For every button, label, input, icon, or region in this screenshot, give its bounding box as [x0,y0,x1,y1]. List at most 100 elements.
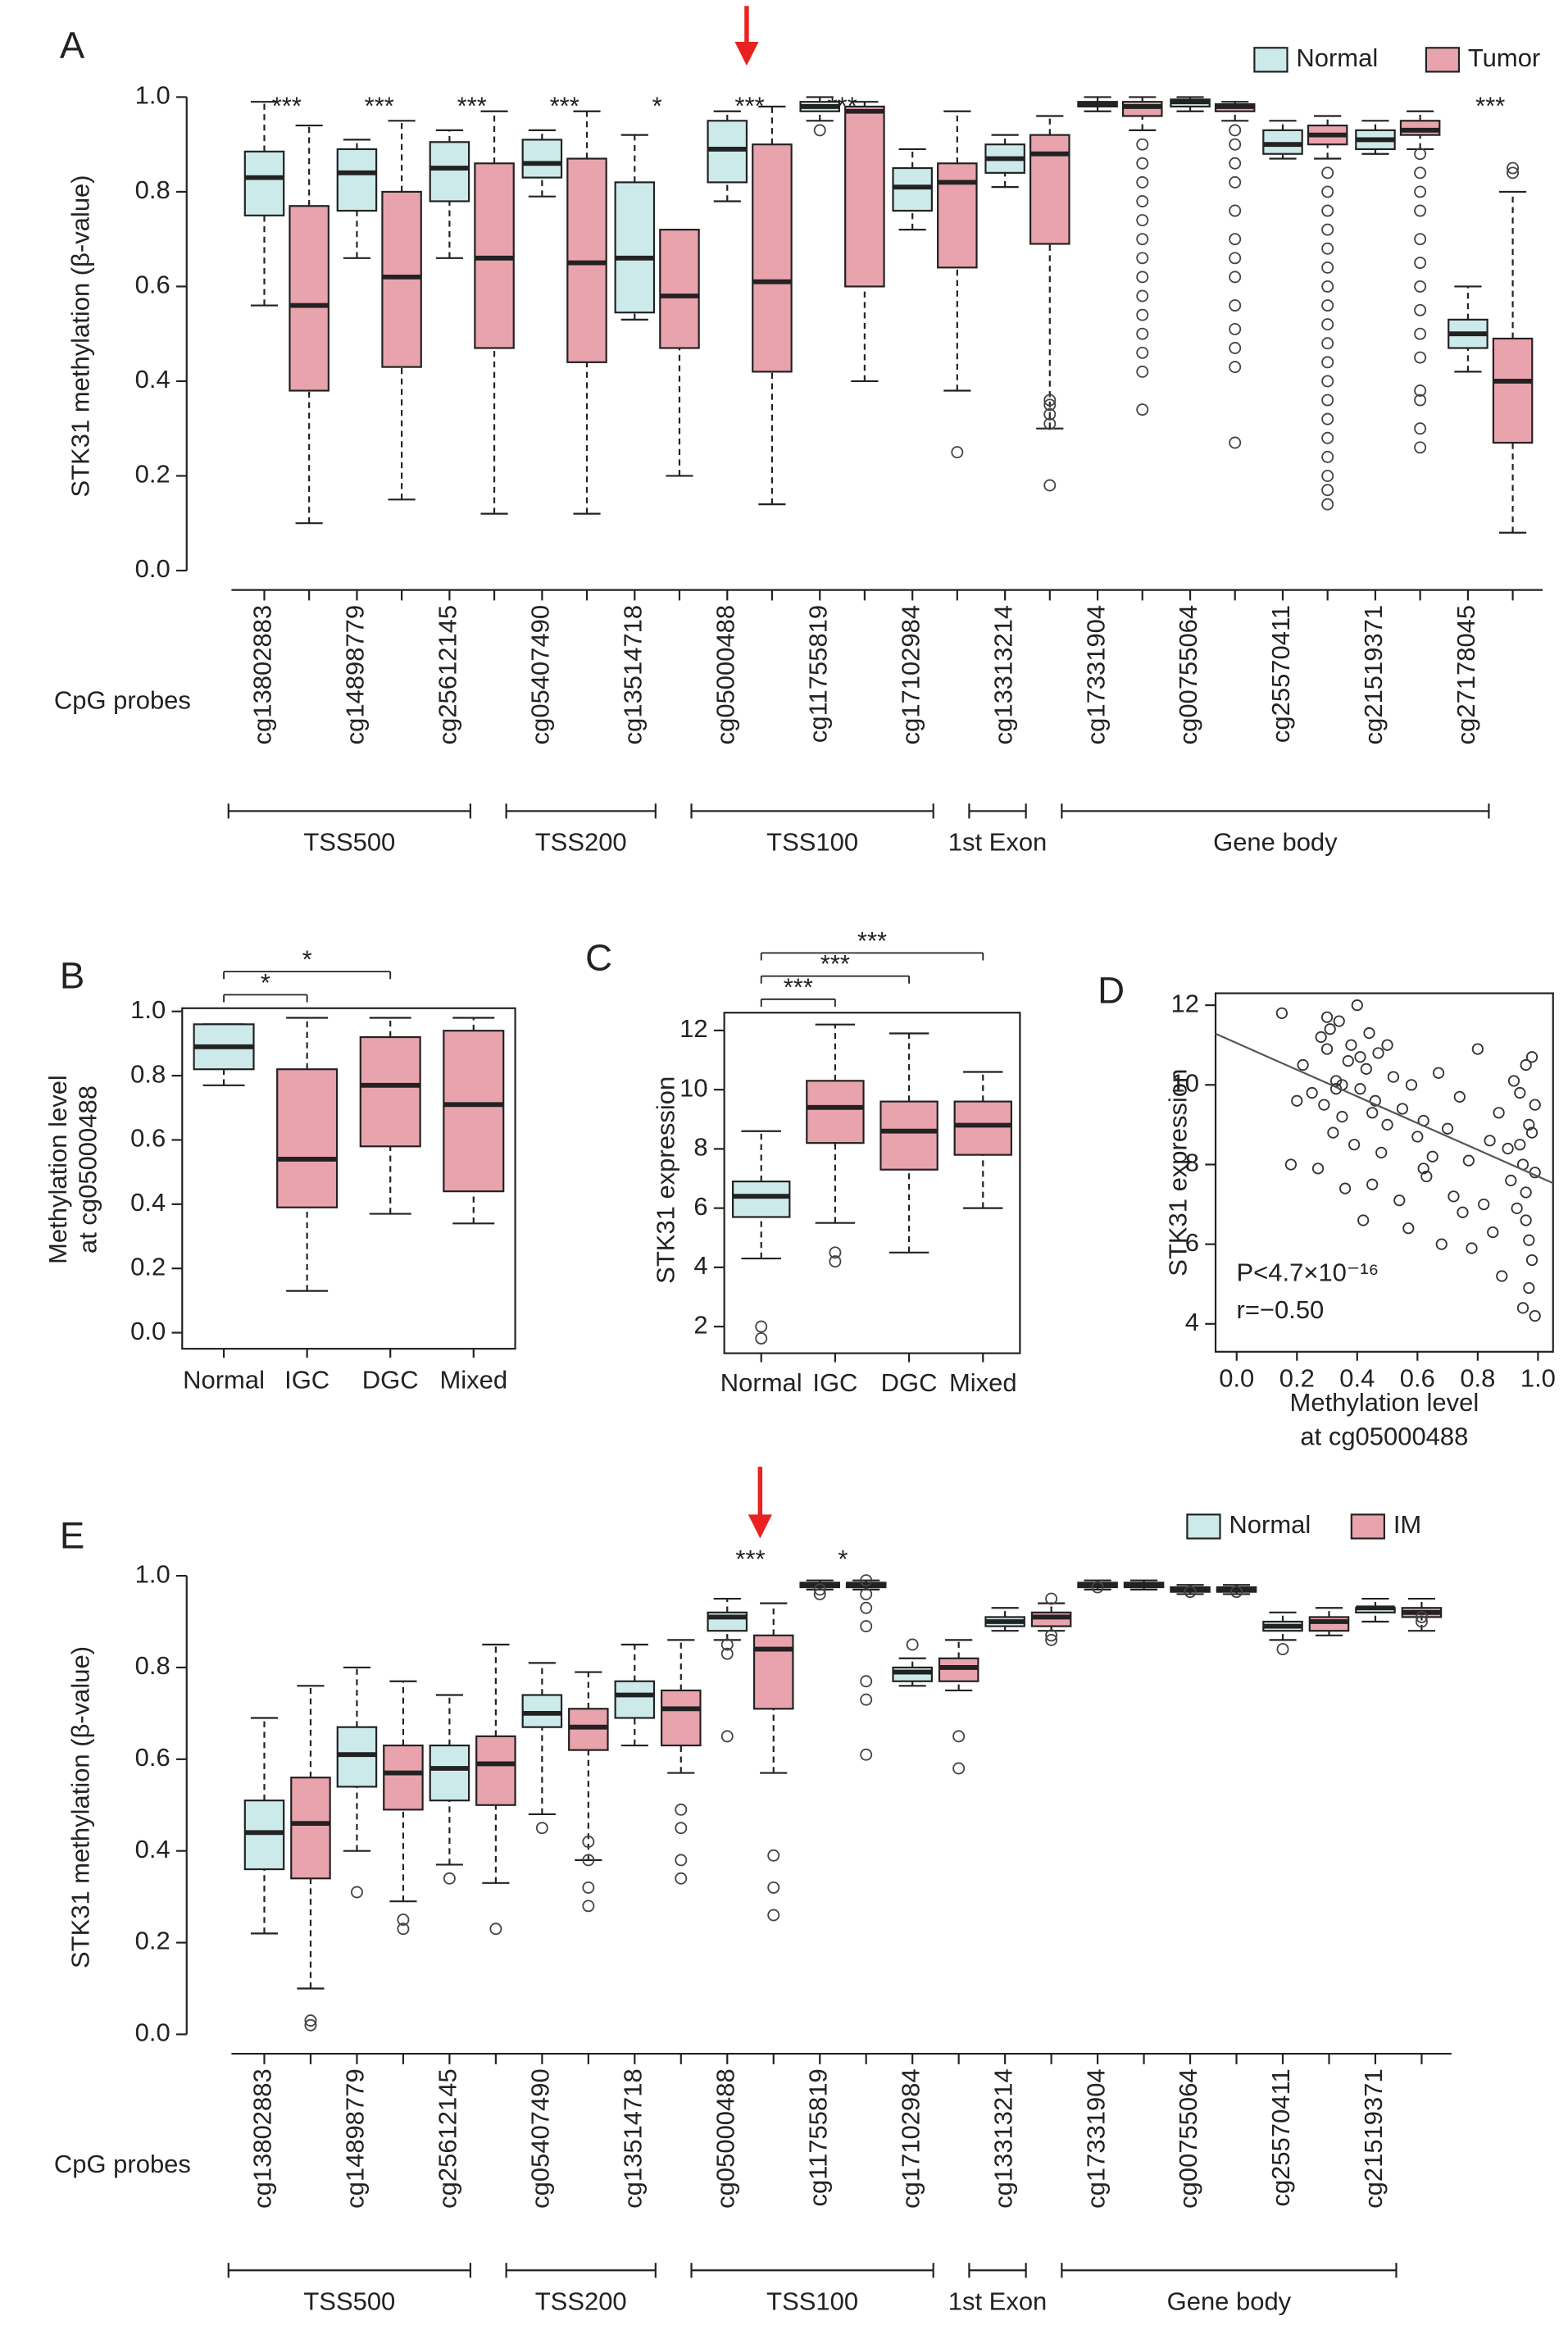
x-tick-label: Normal [720,1368,802,1397]
outlier [1321,431,1334,444]
fit-line [1215,1032,1554,1185]
point [1320,1011,1334,1023]
outlier [1230,1586,1243,1599]
point [1520,1214,1532,1226]
x-tick-label: Mixed [439,1365,507,1394]
outlier [860,1587,873,1600]
x-tick-label: 0.2 [1279,1364,1315,1393]
outlier [397,1923,410,1936]
significance: *** [272,91,302,120]
outlier [1507,162,1520,175]
y-tick-label: 2 [693,1310,707,1339]
group-label: TSS100 [766,2287,858,2316]
point [1525,1126,1538,1139]
point [1432,1067,1445,1079]
group-label: TSS200 [535,828,627,857]
point [1411,1131,1424,1143]
outlier [1414,280,1427,293]
box [429,141,470,202]
outlier [1415,1610,1428,1623]
outlier [1321,223,1334,236]
outlier [304,2018,317,2032]
outlier [860,1748,873,1761]
group-label: TSS100 [766,828,858,857]
point [1348,1139,1361,1151]
probe-label: cg25570411 [1266,605,1295,743]
probe-label: cg11755819 [803,605,832,743]
probe-label: cg11755819 [803,2068,832,2206]
box [614,181,656,314]
x-tick-label: 1.0 [1520,1364,1556,1393]
panel-letter: A [60,24,85,66]
legend-label: Normal [1296,43,1378,72]
box [732,1181,791,1218]
outlier [1321,484,1334,497]
outlier [860,1601,873,1614]
outlier [1043,407,1057,421]
outlier [1136,157,1149,170]
outlier [767,1881,780,1894]
outlier [1414,204,1427,217]
outlier [1321,242,1334,255]
significance: *** [735,1545,765,1573]
point [1426,1150,1438,1163]
outlier [1136,271,1149,284]
outlier [675,1872,688,1885]
y-tick-label: 0.2 [135,1927,170,1955]
box [1029,134,1070,245]
outlier [675,1803,688,1816]
outlier [1414,327,1427,340]
group-label: TSS500 [303,2287,395,2316]
annotation: P<4.7×10⁻¹⁶ [1237,1258,1379,1286]
outlier [1321,261,1334,274]
y-tick-label: 0.6 [135,1743,170,1772]
plot-frame [1214,992,1554,1353]
outlier [489,1923,502,1936]
box [806,1080,865,1144]
outlier [860,1675,873,1688]
y-tick-label: 6 [1185,1228,1199,1257]
outlier [767,1909,780,1922]
point [1336,1111,1348,1123]
y-tick-label: 0.2 [130,1252,166,1281]
outlier [1229,233,1242,246]
point [1493,1107,1505,1119]
point [1369,1094,1381,1107]
outlier [1045,1592,1058,1605]
significance: *** [365,91,394,120]
point [1507,1075,1520,1087]
point [1420,1170,1433,1183]
outlier [755,1320,768,1333]
outlier [1229,252,1242,265]
panel-letter: E [60,1515,84,1557]
point [1315,1031,1327,1044]
probe-label: cg05000488 [711,2068,739,2209]
legend-swatch [1350,1513,1385,1540]
point [1333,1015,1345,1027]
significance: * [302,945,312,974]
outlier [1136,252,1149,265]
outlier [1414,185,1427,198]
significance: *** [457,91,487,120]
outlier [813,124,826,137]
probe-label: cg05407490 [526,605,555,745]
outlier [1136,175,1149,189]
y-tick-label: 4 [1185,1308,1199,1336]
point [1516,1302,1529,1314]
probe-label: cg25612145 [434,2068,462,2209]
arrow-a [734,6,759,66]
box [659,229,700,349]
outlier [1229,361,1242,374]
x-tick-label: DGC [881,1368,938,1397]
point [1457,1206,1469,1218]
point [1342,1055,1354,1067]
outlier [1229,322,1242,335]
outlier [582,1836,595,1848]
probe-label: cg25612145 [434,605,462,745]
outlier [1321,280,1334,293]
y-tick-label: 0.0 [130,1317,166,1345]
outlier [1136,289,1149,303]
arrow-e [748,1467,772,1539]
